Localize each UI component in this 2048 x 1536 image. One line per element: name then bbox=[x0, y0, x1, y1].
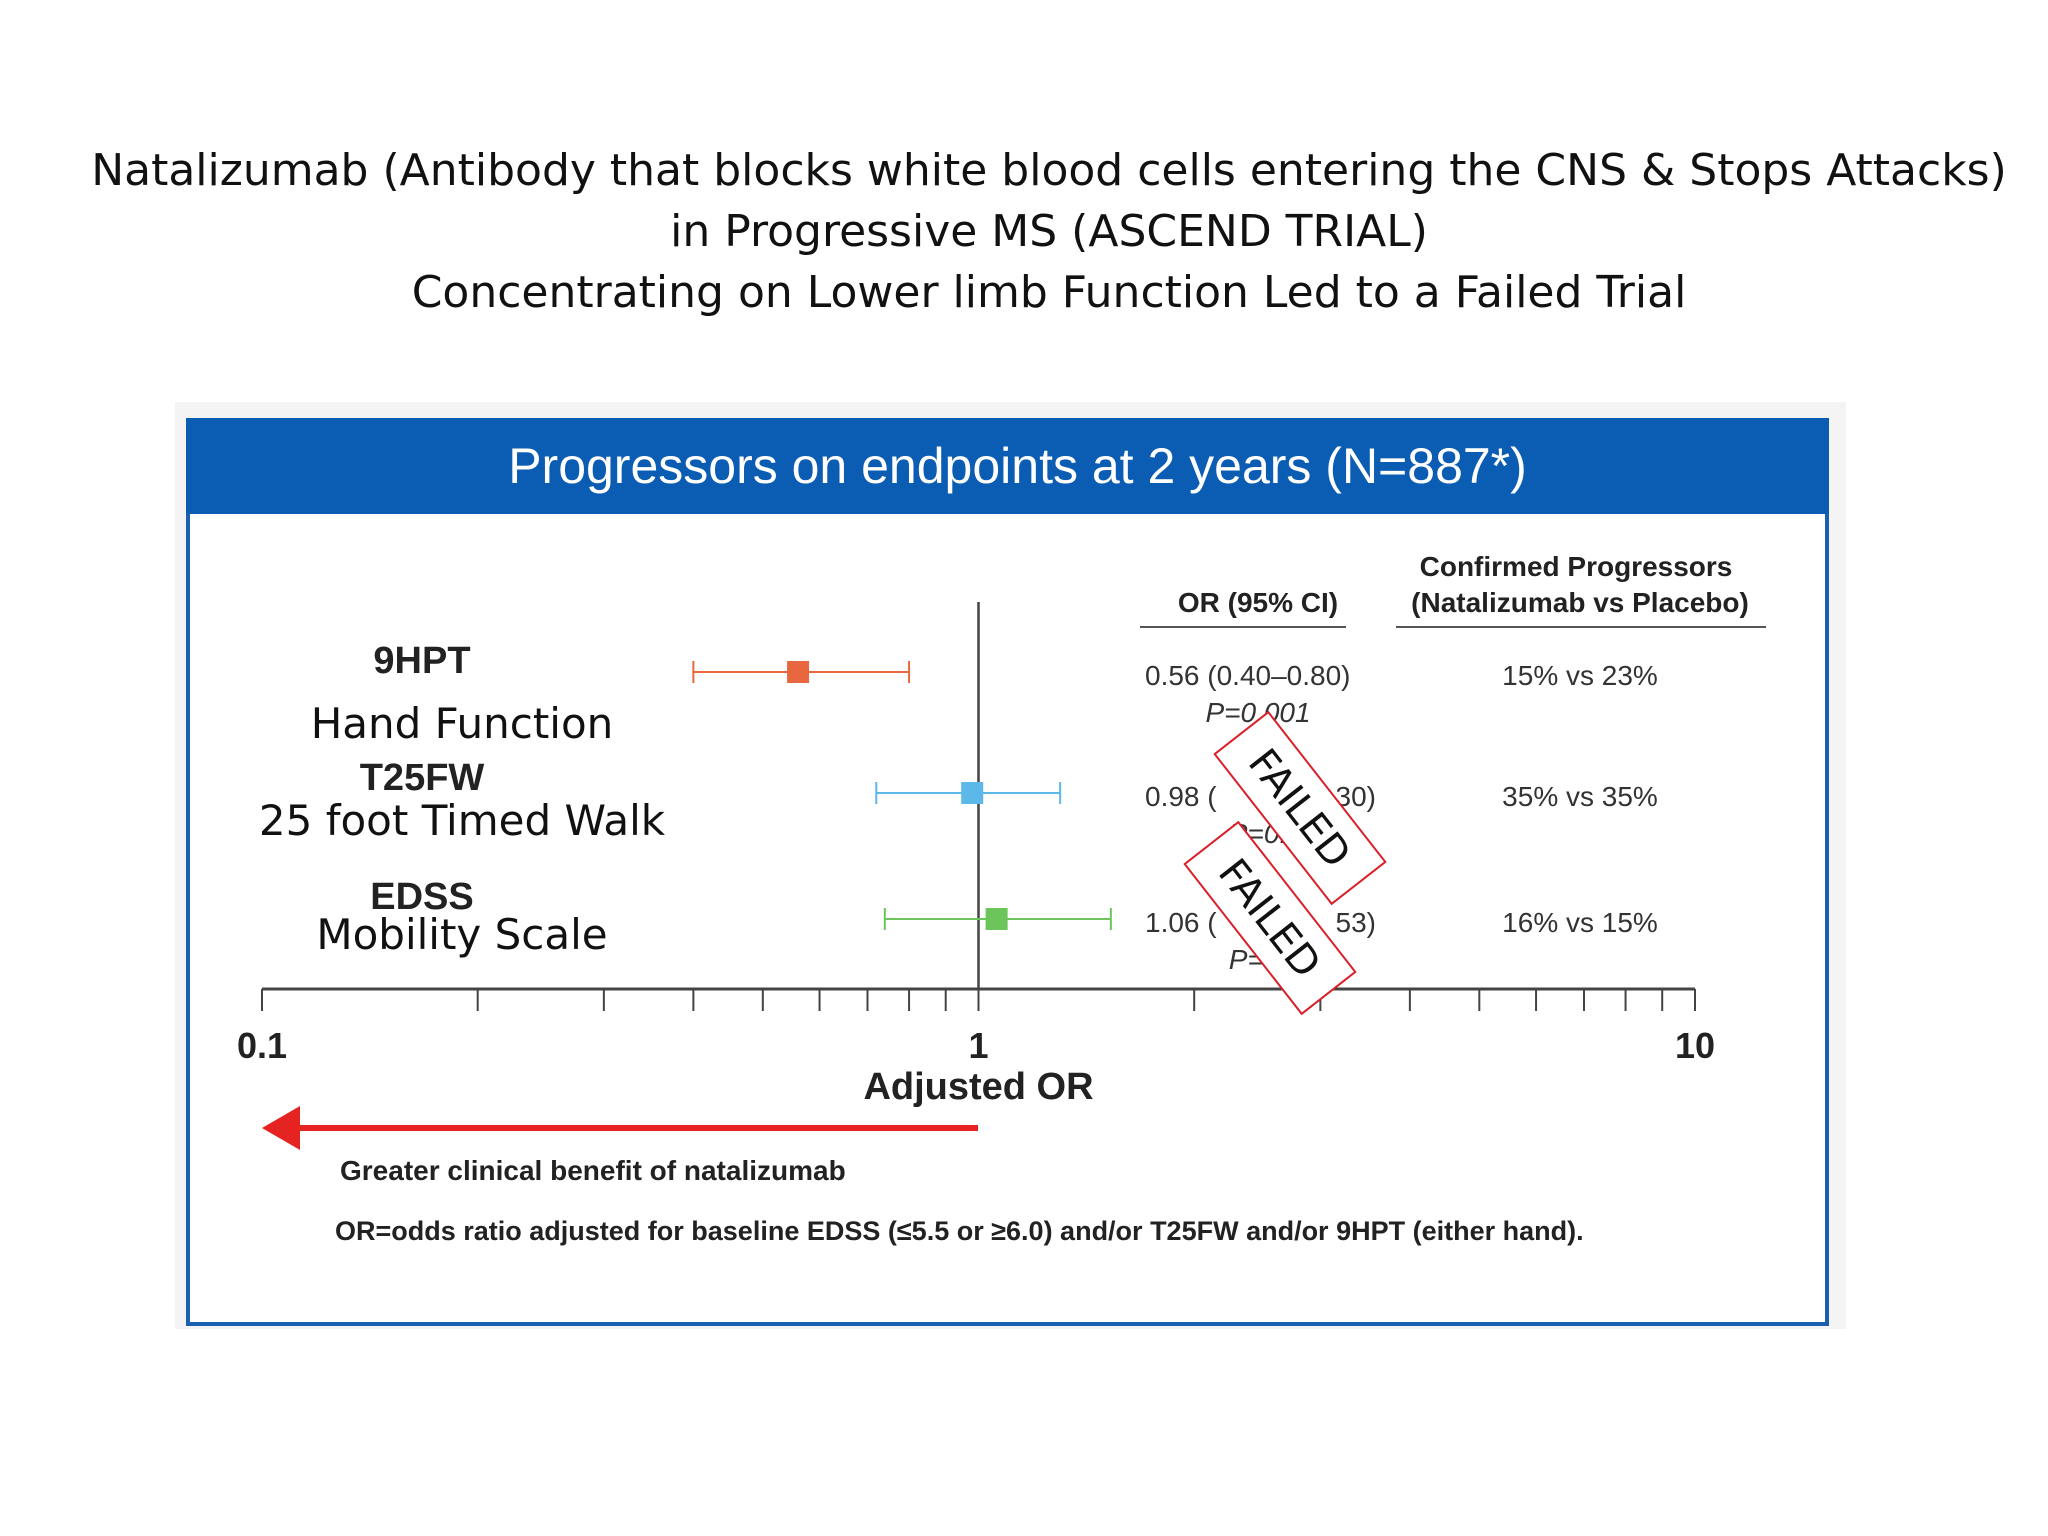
or-column-header: OR (95% CI) bbox=[1178, 587, 1338, 618]
row-annotation-9hpt: Hand Function bbox=[311, 699, 614, 748]
x-tick-label: 0.1 bbox=[237, 1025, 287, 1066]
row-annotation-t25fw: 25 foot Timed Walk bbox=[259, 796, 666, 845]
slide-title-line-2: in Progressive MS (ASCEND TRIAL) bbox=[670, 206, 1428, 257]
progressors-column-header-line2: (Natalizumab vs Placebo) bbox=[1411, 587, 1749, 618]
point-estimate-9hpt bbox=[787, 661, 810, 683]
slide-title-line-1: Natalizumab (Antibody that blocks white … bbox=[91, 145, 2007, 196]
row-label-9hpt: 9HPT bbox=[373, 640, 470, 682]
plot-layer: 0.1 1 10 Adjusted OR 9HPT Hand Function 0.56 (… bbox=[237, 602, 1715, 1108]
or-text-edss: 1.06 ( bbox=[1145, 907, 1217, 938]
benefit-label: Greater clinical benefit of natalizumab bbox=[340, 1155, 846, 1186]
slide-title-line-3: Concentrating on Lower limb Function Led… bbox=[411, 267, 1687, 318]
x-axis-label: Adjusted OR bbox=[863, 1066, 1093, 1108]
row-label-edss: EDSS bbox=[370, 876, 473, 918]
point-estimate-edss bbox=[985, 908, 1008, 930]
or-text-9hpt: 0.56 (0.40–0.80) bbox=[1145, 660, 1351, 691]
chart-panel bbox=[186, 418, 1829, 1326]
chart-panel-header: Progressors on endpoints at 2 years (N=8… bbox=[186, 418, 1829, 514]
row-annotation-edss: Mobility Scale bbox=[316, 910, 607, 959]
progressors-column-header-line1: Confirmed Progressors bbox=[1420, 551, 1733, 582]
x-tick-label: 1 bbox=[968, 1025, 988, 1066]
benefit-arrow-head bbox=[262, 1106, 300, 1150]
failed-stamp-box bbox=[1213, 710, 1387, 906]
or-text-t25fw: 0.98 ( bbox=[1145, 781, 1217, 812]
slide-title: Natalizumab (Antibody that blocks white … bbox=[0, 140, 2048, 323]
progressors-edss: 16% vs 15% bbox=[1502, 907, 1658, 938]
failed-stamp-box bbox=[1183, 820, 1357, 1016]
progressors-9hpt: 15% vs 23% bbox=[1502, 660, 1658, 691]
progressors-t25fw: 35% vs 35% bbox=[1502, 781, 1658, 812]
row-label-t25fw: T25FW bbox=[360, 757, 485, 799]
x-tick-label: 10 bbox=[1675, 1025, 1715, 1066]
or-text-end-edss: 53) bbox=[1336, 907, 1376, 938]
point-estimate-t25fw bbox=[961, 782, 984, 804]
footnote: OR=odds ratio adjusted for baseline EDSS… bbox=[335, 1216, 1584, 1246]
